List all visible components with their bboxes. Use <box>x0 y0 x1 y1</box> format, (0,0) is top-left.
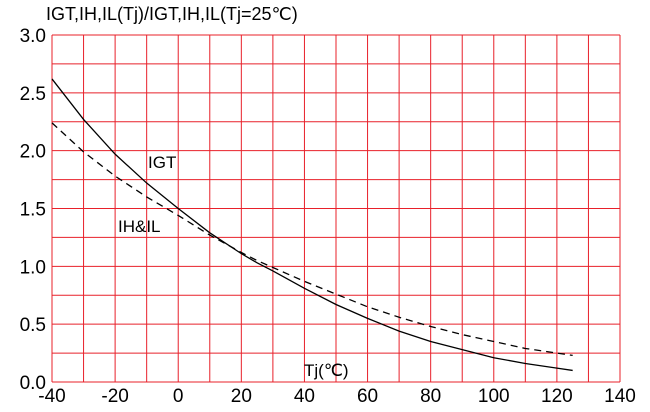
x-tick-label: 140 <box>604 386 636 407</box>
y-tick-label: 1.0 <box>20 257 46 278</box>
y-tick-label: 0.0 <box>20 373 46 394</box>
x-tick-label: 60 <box>357 386 378 407</box>
y-tick-label: 2.0 <box>20 142 46 163</box>
x-tick-label: 80 <box>420 386 441 407</box>
x-axis-label: Tj(℃) <box>304 361 349 380</box>
series-line-igt <box>51 78 573 372</box>
x-tick-label: 100 <box>478 386 510 407</box>
x-tick-label: -40 <box>38 386 65 407</box>
chart-title: IGT,IH,IL(Tj)/IGT,IH,IL(Tj=25℃) <box>46 4 298 24</box>
y-tick-label: 0.5 <box>20 315 46 336</box>
y-axis-ticks: 0.0 0.5 1.0 1.5 2.0 2.5 3.0 <box>20 26 46 394</box>
series-label-igt: IGT <box>148 153 176 172</box>
x-tick-label: -20 <box>101 386 128 407</box>
series-lines <box>51 78 573 372</box>
y-tick-label: 1.5 <box>20 200 46 221</box>
x-tick-label: 40 <box>294 386 315 407</box>
x-tick-label: 20 <box>231 386 252 407</box>
series-label-ih-il: IH&IL <box>118 217 161 236</box>
grid <box>51 34 621 383</box>
x-axis-ticks: -40 -20 0 20 40 60 80 100 120 140 <box>38 386 636 407</box>
x-tick-label: 120 <box>541 386 573 407</box>
series-line-ih-il <box>51 122 573 357</box>
y-tick-label: 2.5 <box>20 84 46 105</box>
y-tick-label: 3.0 <box>20 26 46 47</box>
x-tick-label: 0 <box>173 386 184 407</box>
